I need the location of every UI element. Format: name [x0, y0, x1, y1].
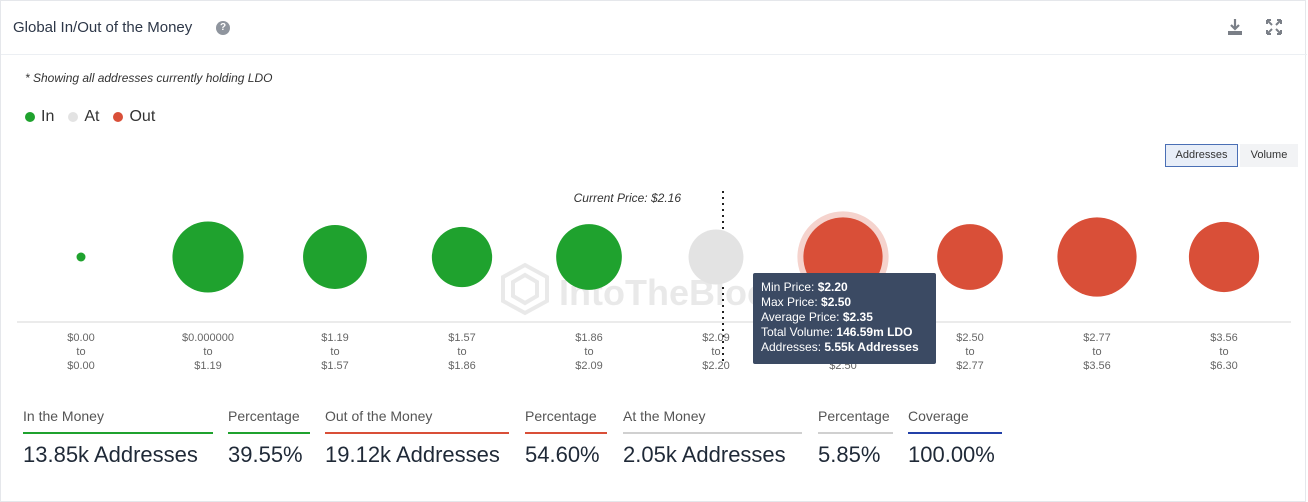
x-tick-to: $6.30: [1210, 360, 1238, 372]
legend-label-out: Out: [129, 108, 156, 125]
x-tick-to: $1.86: [448, 360, 476, 372]
holding-note: * Showing all addresses currently holdin…: [25, 71, 273, 85]
bucket-tooltip: Min Price: $2.20 Max Price: $2.50 Averag…: [753, 273, 936, 364]
stat-value: 19.12k Addresses: [325, 442, 500, 467]
bubble-in[interactable]: [76, 252, 86, 262]
x-tick-from: $0.00: [67, 332, 95, 344]
card-title: Global In/Out of the Money: [13, 19, 193, 36]
stat-label: Coverage: [908, 408, 969, 424]
x-tick-labels: $0.00 to $0.00 $0.000000 to $1.19 $1.19 to $1.57…: [67, 332, 1238, 372]
x-tick-from: $0.000000: [182, 332, 234, 344]
x-tick-to: $2.20: [702, 360, 730, 372]
x-tick-range-word: to: [584, 346, 593, 358]
legend-label-at: At: [84, 108, 100, 125]
stat-value: 5.85%: [818, 442, 881, 467]
stat-value: 2.05k Addresses: [623, 442, 786, 467]
stat-label: Out of the Money: [325, 408, 433, 424]
legend-label-in: In: [41, 108, 55, 125]
bubble-in[interactable]: [431, 226, 493, 288]
bubble-out[interactable]: [1057, 217, 1137, 297]
stat-label: At the Money: [623, 408, 706, 424]
stat-value: 13.85k Addresses: [23, 442, 198, 467]
x-tick-from: $1.57: [448, 332, 476, 344]
x-tick-from: $2.77: [1083, 332, 1111, 344]
bubble-in[interactable]: [172, 221, 244, 293]
bubble-out[interactable]: [1188, 221, 1260, 293]
x-tick-to: $0.00: [67, 360, 95, 372]
x-tick-to: $3.56: [1083, 360, 1111, 372]
bubble-in[interactable]: [556, 224, 622, 290]
x-tick-range-word: to: [711, 346, 720, 358]
watermark-logo-icon: [501, 262, 549, 316]
stat-value: 54.60%: [525, 442, 600, 467]
legend-item-in[interactable]: In: [25, 108, 54, 126]
bubble-in[interactable]: [303, 225, 367, 289]
bubble-at[interactable]: [688, 229, 744, 285]
x-tick-range-word: to: [1092, 346, 1101, 358]
tooltip-max-price: Max Price: $2.50: [761, 295, 852, 309]
x-tick-from: $2.09: [702, 332, 730, 344]
stat-label: In the Money: [23, 408, 104, 424]
x-tick-range-word: to: [203, 346, 212, 358]
stat-underline: [818, 432, 893, 434]
tooltip-addresses: Addresses: 5.55k Addresses: [761, 340, 919, 354]
tooltip-min-price: Min Price: $2.20: [761, 280, 848, 294]
x-tick-range-word: to: [76, 346, 85, 358]
legend-item-at[interactable]: At: [68, 108, 99, 126]
stat-underline: [525, 432, 607, 434]
x-tick-range-word: to: [330, 346, 339, 358]
addresses-toggle-button[interactable]: Addresses: [1165, 144, 1238, 167]
tooltip-total-volume: Total Volume: 146.59m LDO: [761, 325, 913, 339]
x-tick-from: $1.86: [575, 332, 603, 344]
stat-underline: [623, 432, 802, 434]
volume-toggle-button[interactable]: Volume: [1240, 144, 1298, 167]
stat-value: 39.55%: [228, 442, 303, 467]
legend-dot-out: [113, 112, 124, 122]
stat-underline: [23, 432, 213, 434]
current-price-label: Current Price: $2.16: [574, 191, 682, 205]
x-tick-to: $2.09: [575, 360, 603, 372]
bubble-out[interactable]: [937, 224, 1003, 290]
x-tick-to: $1.19: [194, 360, 222, 372]
legend-dot-in: [25, 112, 35, 122]
legend-item-out[interactable]: Out: [113, 108, 155, 126]
download-icon[interactable]: [1225, 17, 1245, 37]
x-tick-from: $1.19: [321, 332, 349, 344]
stat-underline: [908, 432, 1002, 434]
x-tick-to: $1.57: [321, 360, 349, 372]
stat-value: 100.00%: [908, 442, 995, 467]
stat-underline: [228, 432, 310, 434]
legend-dot-at: [68, 112, 79, 122]
stat-label: Percentage: [818, 408, 890, 424]
tooltip-average-price: Average Price: $2.35: [761, 310, 873, 324]
x-tick-range-word: to: [457, 346, 466, 358]
stat-label: Percentage: [228, 408, 300, 424]
expand-icon[interactable]: [1264, 17, 1284, 37]
stat-label: Percentage: [525, 408, 597, 424]
stat-underline: [325, 432, 509, 434]
bubble-chart: IntoTheBlock Current Price: $2.16 $0.00 t…: [17, 191, 1291, 372]
help-circle-icon[interactable]: ?: [216, 21, 230, 35]
legend: In At Out: [25, 108, 155, 126]
x-tick-range-word: to: [1219, 346, 1228, 358]
x-tick-from: $2.50: [956, 332, 984, 344]
card-header: Global In/Out of the Money ?: [1, 1, 1307, 55]
x-tick-range-word: to: [965, 346, 974, 358]
x-tick-to: $2.77: [956, 360, 984, 372]
x-tick-from: $3.56: [1210, 332, 1238, 344]
watermark: IntoTheBlock: [501, 262, 788, 316]
